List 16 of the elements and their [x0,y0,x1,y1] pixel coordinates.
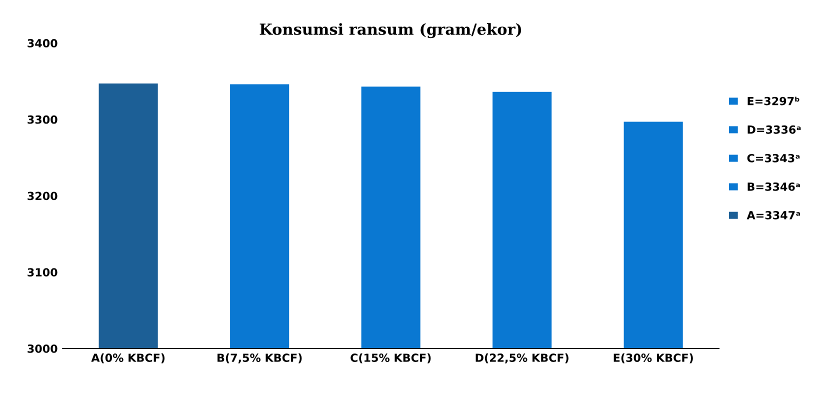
y-tick-label: 3400 [28,39,58,48]
legend-label: A=3347ᵃ [746,211,800,220]
chart-title: Konsumsi ransum (gram/ekor) [260,23,522,38]
y-tick-label: 3300 [28,115,58,124]
x-tick-label: B(7,5% KBCF) [218,353,302,364]
legend-label: D=3336ᵃ [748,125,801,134]
legend-label: E=3297ᵇ [748,96,800,106]
x-tick-label: C(15% KBCF) [350,353,431,364]
x-tick-label: D(22,5% KBCF) [476,353,568,364]
x-tick-label: E(30% KBCF) [614,353,693,364]
y-tick-label: 3100 [28,268,58,277]
legend-label: B=3346ᵃ [748,182,800,191]
y-tick-label: 3200 [28,192,58,200]
y-tick-label: 3000 [28,344,58,353]
legend-label: C=3343ᵃ [747,154,800,162]
x-tick-label: A(0% KBCF) [91,353,165,364]
